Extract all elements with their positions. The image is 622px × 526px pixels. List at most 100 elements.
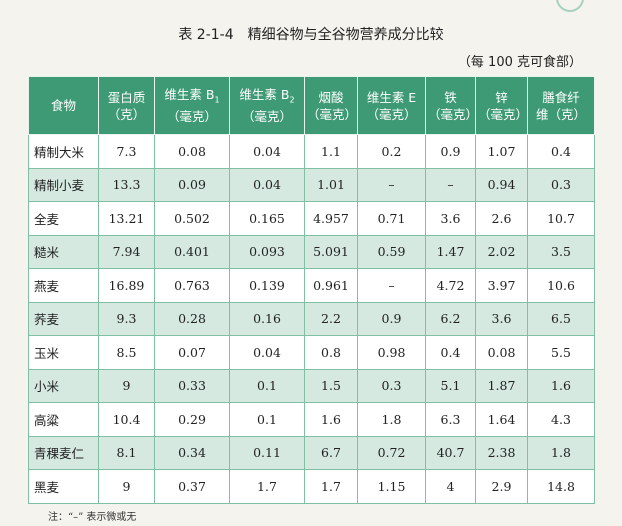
cell-food: 黑麦 xyxy=(28,469,99,504)
header-vitamin-b1: 维生素 B1 （毫克） xyxy=(154,76,230,135)
cell-iron: 0.4 xyxy=(425,335,476,370)
cell-vitamin-b1: 0.502 xyxy=(154,201,230,236)
cell-zinc: 1.87 xyxy=(475,368,528,403)
cell-iron: 4.72 xyxy=(425,268,476,303)
cell-vitamin-b1: 0.33 xyxy=(154,368,230,403)
cell-vitamin-b1: 0.29 xyxy=(154,402,230,437)
cell-protein: 13.3 xyxy=(98,167,155,202)
cell-food: 高粱 xyxy=(28,402,99,437)
table-row: 糙米 7.94 0.401 0.093 5.091 0.59 1.47 2.02… xyxy=(28,234,595,269)
cell-fiber: 0.3 xyxy=(527,167,595,202)
cell-fiber: 14.8 xyxy=(527,469,595,504)
cell-iron: 6.2 xyxy=(425,301,476,336)
cell-iron: 1.47 xyxy=(425,234,476,269)
decorative-ring xyxy=(556,0,584,12)
cell-niacin: 1.5 xyxy=(304,368,358,403)
cell-vitamin-b2: 0.1 xyxy=(229,402,305,437)
nutrition-table: 食物 蛋白质 （克） 维生素 B1 （毫克） 维生素 B2 （毫克） 烟酸 （毫克） 维… xyxy=(28,76,595,504)
cell-protein: 8.5 xyxy=(98,335,155,370)
cell-vitamin-b1: 0.07 xyxy=(154,335,230,370)
cell-vitamin-e: 1.15 xyxy=(357,469,426,504)
cell-fiber: 3.5 xyxy=(527,234,595,269)
cell-niacin: 0.961 xyxy=(304,268,358,303)
cell-vitamin-b1: 0.763 xyxy=(154,268,230,303)
header-row: 食物 蛋白质 （克） 维生素 B1 （毫克） 维生素 B2 （毫克） 烟酸 （毫克） 维… xyxy=(28,76,595,135)
header-food: 食物 xyxy=(28,76,99,135)
cell-zinc: 3.6 xyxy=(475,301,528,336)
cell-niacin: 5.091 xyxy=(304,234,358,269)
cell-niacin: 1.7 xyxy=(304,469,358,504)
cell-protein: 9 xyxy=(98,368,155,403)
cell-iron: 40.7 xyxy=(425,435,476,470)
cell-iron: 6.3 xyxy=(425,402,476,437)
table-row: 全麦 13.21 0.502 0.165 4.957 0.71 3.6 2.6 … xyxy=(28,201,595,236)
cell-protein: 8.1 xyxy=(98,435,155,470)
cell-protein: 9 xyxy=(98,469,155,504)
cell-vitamin-b2: 0.04 xyxy=(229,134,305,169)
cell-vitamin-e: 0.71 xyxy=(357,201,426,236)
header-niacin: 烟酸 （毫克） xyxy=(304,76,358,135)
cell-fiber: 4.3 xyxy=(527,402,595,437)
header-vitamin-e: 维生素 E （毫克） xyxy=(357,76,426,135)
cell-vitamin-b1: 0.08 xyxy=(154,134,230,169)
cell-vitamin-b2: 0.04 xyxy=(229,167,305,202)
cell-fiber: 10.6 xyxy=(527,268,595,303)
cell-food: 荞麦 xyxy=(28,301,99,336)
cell-zinc: 1.07 xyxy=(475,134,528,169)
cell-vitamin-b2: 0.165 xyxy=(229,201,305,236)
cell-iron: 0.9 xyxy=(425,134,476,169)
cell-food: 糙米 xyxy=(28,234,99,269)
cell-zinc: 2.38 xyxy=(475,435,528,470)
cell-vitamin-e: 0.2 xyxy=(357,134,426,169)
cell-iron: 4 xyxy=(425,469,476,504)
cell-fiber: 6.5 xyxy=(527,301,595,336)
cell-fiber: 1.8 xyxy=(527,435,595,470)
cell-food: 全麦 xyxy=(28,201,99,236)
footnote: 注：“–” 表示微或无 xyxy=(48,512,137,523)
cell-fiber: 10.7 xyxy=(527,201,595,236)
table-row: 荞麦 9.3 0.28 0.16 2.2 0.9 6.2 3.6 6.5 xyxy=(28,301,595,336)
cell-protein: 9.3 xyxy=(98,301,155,336)
cell-food: 精制大米 xyxy=(28,134,99,169)
cell-vitamin-b1: 0.37 xyxy=(154,469,230,504)
cell-zinc: 2.02 xyxy=(475,234,528,269)
table-row: 青稞麦仁 8.1 0.34 0.11 6.7 0.72 40.7 2.38 1.… xyxy=(28,435,595,470)
table-row: 黑麦 9 0.37 1.7 1.7 1.15 4 2.9 14.8 xyxy=(28,469,595,504)
cell-fiber: 0.4 xyxy=(527,134,595,169)
cell-food: 小米 xyxy=(28,368,99,403)
header-vitamin-b2: 维生素 B2 （毫克） xyxy=(229,76,305,135)
cell-vitamin-b1: 0.34 xyxy=(154,435,230,470)
cell-niacin: 1.1 xyxy=(304,134,358,169)
cell-vitamin-b2: 0.04 xyxy=(229,335,305,370)
table-row: 高粱 10.4 0.29 0.1 1.6 1.8 6.3 1.64 4.3 xyxy=(28,402,595,437)
cell-protein: 13.21 xyxy=(98,201,155,236)
cell-iron: 5.1 xyxy=(425,368,476,403)
cell-iron: – xyxy=(425,167,476,202)
cell-vitamin-e: 0.98 xyxy=(357,335,426,370)
cell-niacin: 1.01 xyxy=(304,167,358,202)
cell-niacin: 1.6 xyxy=(304,402,358,437)
header-protein: 蛋白质 （克） xyxy=(98,76,155,135)
cell-protein: 16.89 xyxy=(98,268,155,303)
cell-vitamin-b2: 0.139 xyxy=(229,268,305,303)
cell-vitamin-b2: 1.7 xyxy=(229,469,305,504)
cell-vitamin-b2: 0.16 xyxy=(229,301,305,336)
table-row: 精制小麦 13.3 0.09 0.04 1.01 – – 0.94 0.3 xyxy=(28,167,595,202)
header-fiber: 膳食纤 维（克） xyxy=(527,76,595,135)
table-title: 表 2-1-4 精细谷物与全谷物营养成分比较 xyxy=(178,27,444,43)
cell-vitamin-e: 0.59 xyxy=(357,234,426,269)
cell-protein: 7.94 xyxy=(98,234,155,269)
cell-zinc: 0.08 xyxy=(475,335,528,370)
cell-iron: 3.6 xyxy=(425,201,476,236)
header-zinc: 锌（毫克） xyxy=(475,76,528,135)
cell-food: 精制小麦 xyxy=(28,167,99,202)
cell-zinc: 3.97 xyxy=(475,268,528,303)
cell-vitamin-e: – xyxy=(357,268,426,303)
table-row: 燕麦 16.89 0.763 0.139 0.961 – 4.72 3.97 1… xyxy=(28,268,595,303)
cell-food: 燕麦 xyxy=(28,268,99,303)
table-row: 精制大米 7.3 0.08 0.04 1.1 0.2 0.9 1.07 0.4 xyxy=(28,134,595,169)
cell-vitamin-e: 0.3 xyxy=(357,368,426,403)
table-row: 玉米 8.5 0.07 0.04 0.8 0.98 0.4 0.08 5.5 xyxy=(28,335,595,370)
cell-niacin: 4.957 xyxy=(304,201,358,236)
cell-protein: 10.4 xyxy=(98,402,155,437)
